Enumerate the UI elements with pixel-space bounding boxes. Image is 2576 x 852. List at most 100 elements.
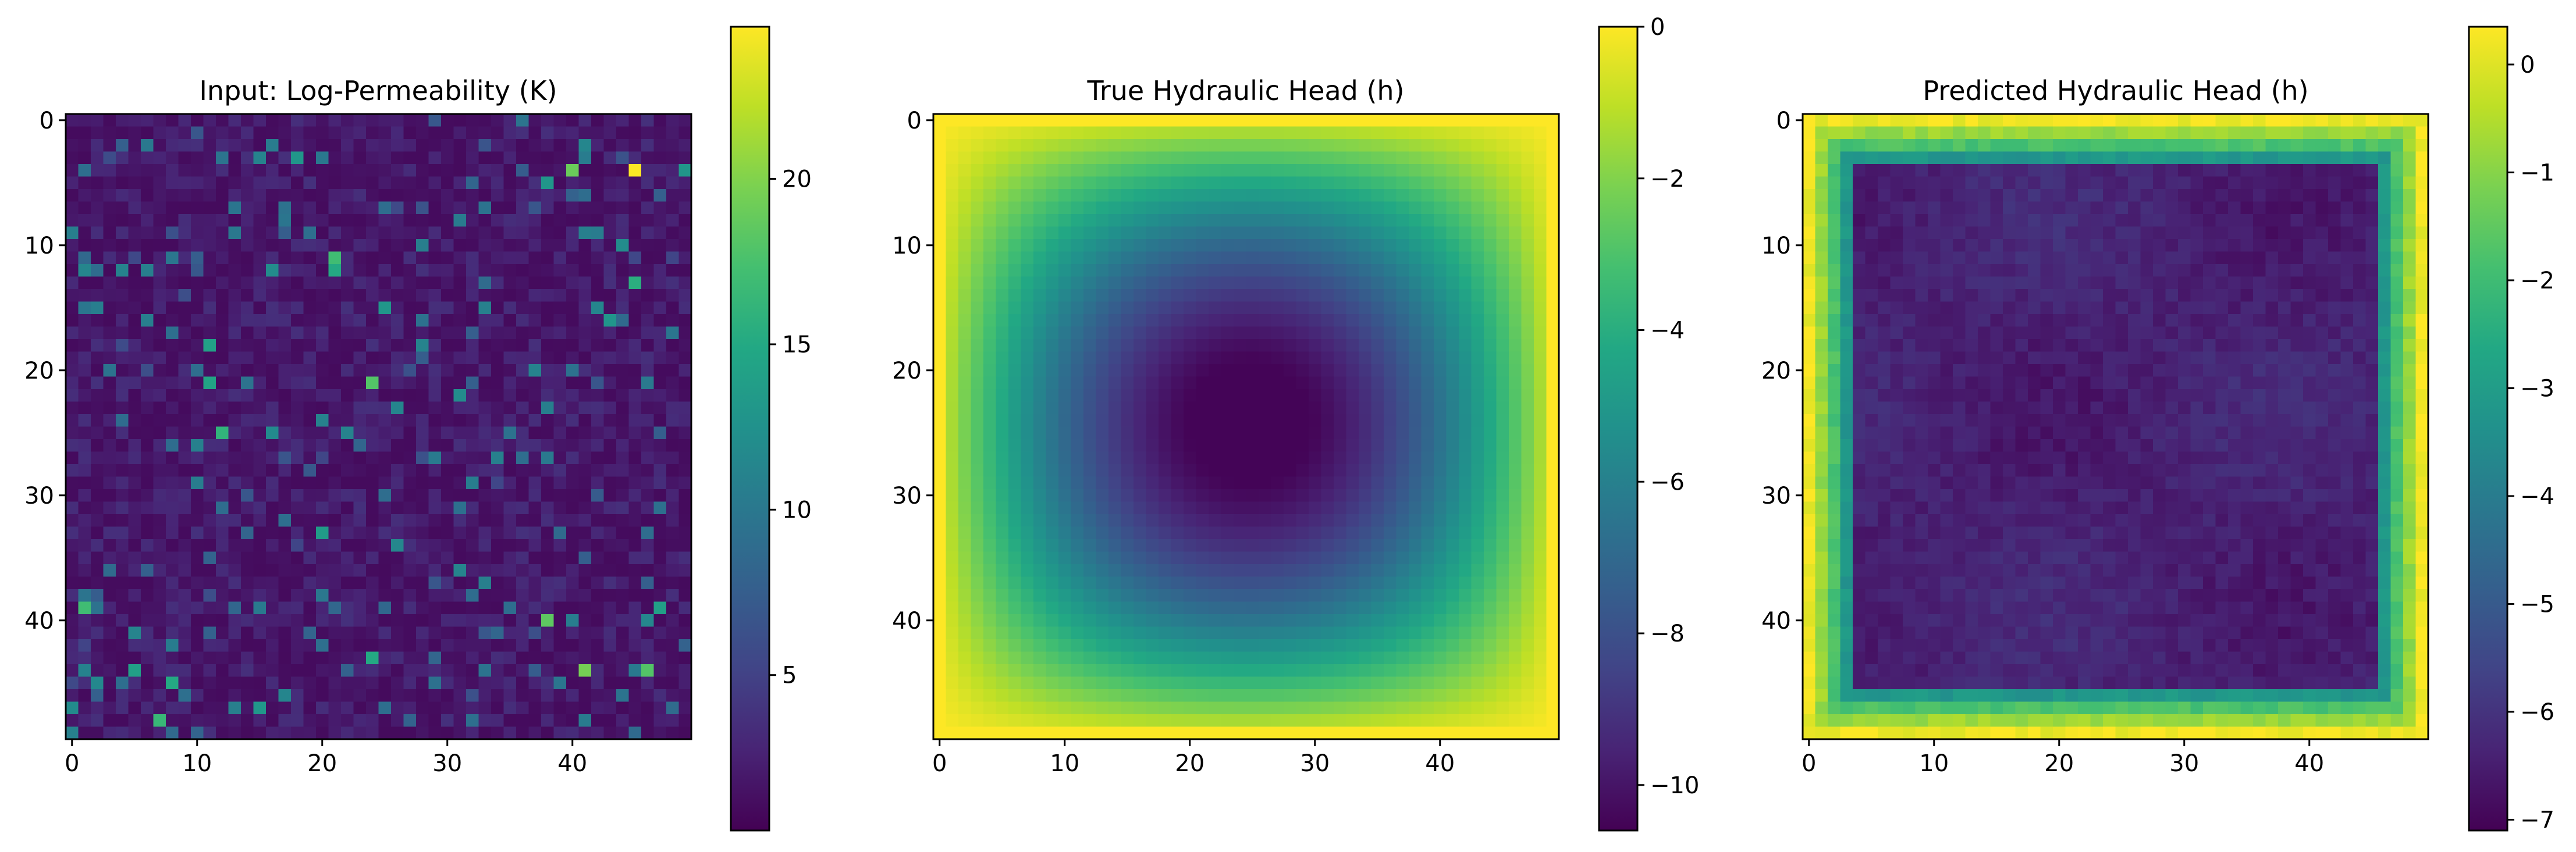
heatmap-cell bbox=[1471, 451, 1484, 465]
heatmap-cell bbox=[628, 589, 642, 603]
heatmap-cell bbox=[503, 451, 517, 465]
heatmap-cell bbox=[353, 676, 367, 690]
heatmap-cell bbox=[983, 501, 997, 515]
heatmap-cell bbox=[566, 314, 580, 327]
heatmap-cell bbox=[141, 714, 154, 728]
heatmap-cell bbox=[303, 126, 317, 140]
heatmap-cell bbox=[1271, 151, 1284, 165]
heatmap-cell bbox=[1184, 339, 1197, 352]
heatmap-cell bbox=[378, 364, 392, 377]
heatmap-cell bbox=[91, 189, 104, 202]
heatmap-cell bbox=[453, 389, 467, 402]
heatmap-cell bbox=[378, 514, 392, 527]
heatmap-cell bbox=[503, 376, 517, 390]
heatmap-cell bbox=[1496, 201, 1509, 215]
heatmap-cell bbox=[78, 689, 91, 703]
heatmap-cell bbox=[578, 651, 592, 665]
heatmap-cell bbox=[1071, 314, 1084, 327]
heatmap-cell bbox=[1521, 514, 1534, 527]
heatmap-cell bbox=[1484, 701, 1497, 715]
heatmap-cell bbox=[428, 526, 442, 540]
heatmap-cell bbox=[378, 626, 392, 640]
heatmap-cell bbox=[378, 326, 392, 340]
heatmap-cell bbox=[1546, 164, 1559, 177]
heatmap-cell bbox=[303, 664, 317, 678]
heatmap-cell bbox=[1346, 314, 1359, 327]
heatmap-cell bbox=[1359, 576, 1372, 590]
heatmap-cell bbox=[553, 389, 567, 402]
heatmap-cell bbox=[1008, 139, 1022, 152]
heatmap-cell bbox=[1159, 351, 1172, 365]
heatmap-cell bbox=[1446, 126, 1459, 140]
heatmap-cell bbox=[403, 614, 417, 628]
heatmap-cell bbox=[1221, 489, 1234, 502]
heatmap-cell bbox=[1471, 114, 1484, 127]
heatmap-cell bbox=[933, 389, 947, 402]
heatmap-cell bbox=[1471, 664, 1484, 678]
heatmap-cell bbox=[203, 464, 216, 477]
heatmap-cell bbox=[1096, 626, 1109, 640]
heatmap-cell bbox=[1083, 464, 1097, 477]
heatmap-cell bbox=[1396, 551, 1409, 565]
heatmap-cell bbox=[91, 226, 104, 240]
heatmap-cell bbox=[1534, 639, 1547, 653]
heatmap-cell bbox=[553, 276, 567, 290]
heatmap-cell bbox=[1033, 139, 1047, 152]
heatmap-cell bbox=[1071, 426, 1084, 440]
heatmap-cell bbox=[1371, 439, 1384, 452]
heatmap-cell bbox=[1409, 714, 1422, 728]
heatmap-cell bbox=[1459, 564, 1472, 577]
heatmap-cell bbox=[1396, 464, 1409, 477]
heatmap-cell bbox=[1108, 239, 1122, 252]
heatmap-cell bbox=[1134, 314, 1147, 327]
heatmap-cell bbox=[1021, 601, 1034, 615]
heatmap-cell bbox=[1396, 564, 1409, 577]
heatmap-cell bbox=[1058, 389, 1072, 402]
heatmap-cell bbox=[603, 401, 617, 415]
heatmap-cell bbox=[603, 451, 617, 465]
heatmap-cell bbox=[1221, 426, 1234, 440]
heatmap-cell bbox=[1346, 489, 1359, 502]
heatmap-cell bbox=[1521, 714, 1534, 728]
heatmap-cell bbox=[1421, 439, 1434, 452]
heatmap-cell bbox=[1534, 114, 1547, 127]
heatmap-cell bbox=[1008, 251, 1022, 265]
heatmap-cell bbox=[541, 439, 555, 452]
heatmap-cell bbox=[366, 401, 379, 415]
heatmap-cell bbox=[1359, 414, 1372, 427]
heatmap-cell bbox=[128, 501, 141, 515]
heatmap-cell bbox=[666, 651, 680, 665]
heatmap-cell bbox=[628, 264, 642, 277]
heatmap-cell bbox=[128, 464, 141, 477]
heatmap-cell bbox=[1196, 164, 1209, 177]
heatmap-cell bbox=[1484, 551, 1497, 565]
heatmap-cell bbox=[1521, 264, 1534, 277]
heatmap-cell bbox=[78, 726, 91, 740]
heatmap-cell bbox=[1083, 651, 1097, 665]
heatmap-cell bbox=[278, 601, 292, 615]
heatmap-cell bbox=[328, 164, 342, 177]
heatmap-cell bbox=[1284, 326, 1297, 340]
heatmap-cell bbox=[628, 276, 642, 290]
heatmap-cell bbox=[153, 701, 166, 715]
heatmap-cell bbox=[1184, 514, 1197, 527]
heatmap-cell bbox=[1471, 401, 1484, 415]
heatmap-cell bbox=[971, 501, 984, 515]
heatmap-cell bbox=[1234, 626, 1247, 640]
heatmap-cell bbox=[1434, 551, 1447, 565]
heatmap-cell bbox=[1396, 164, 1409, 177]
heatmap-cell bbox=[1159, 201, 1172, 215]
heatmap-cell bbox=[366, 376, 379, 390]
heatmap-cell bbox=[996, 264, 1009, 277]
heatmap-cell bbox=[1546, 276, 1559, 290]
heatmap-cell bbox=[1421, 451, 1434, 465]
heatmap-cell bbox=[491, 614, 504, 628]
heatmap-cell bbox=[1521, 676, 1534, 690]
heatmap-cell bbox=[1246, 514, 1259, 527]
heatmap-cell bbox=[78, 189, 91, 202]
heatmap-cell bbox=[78, 601, 91, 615]
heatmap-cell bbox=[653, 389, 667, 402]
heatmap-cell bbox=[266, 239, 279, 252]
heatmap-cell bbox=[1446, 401, 1459, 415]
heatmap-cell bbox=[253, 339, 267, 352]
